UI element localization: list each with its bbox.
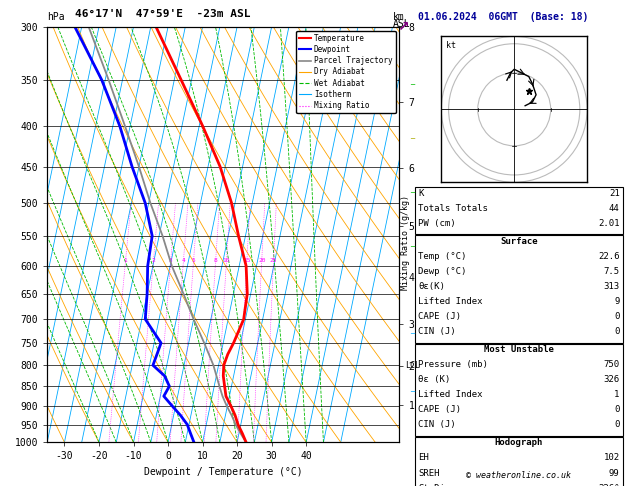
Text: 0: 0 [614, 405, 620, 415]
Text: CIN (J): CIN (J) [418, 420, 456, 430]
Text: 102: 102 [603, 453, 620, 463]
Text: CAPE (J): CAPE (J) [418, 405, 461, 415]
Text: Temp (°C): Temp (°C) [418, 252, 467, 261]
Text: 46°17'N  47°59'E  -23m ASL: 46°17'N 47°59'E -23m ASL [75, 9, 251, 19]
Text: 0: 0 [614, 312, 620, 321]
Text: SREH: SREH [418, 469, 440, 478]
Text: ASL: ASL [393, 19, 411, 29]
Text: © weatheronline.co.uk: © weatheronline.co.uk [467, 471, 571, 480]
Text: 3: 3 [169, 258, 173, 262]
Text: 8: 8 [214, 258, 218, 262]
Text: ─: ─ [410, 136, 415, 142]
X-axis label: Dewpoint / Temperature (°C): Dewpoint / Temperature (°C) [144, 467, 303, 477]
Text: CAPE (J): CAPE (J) [418, 312, 461, 321]
Text: ↗: ↗ [397, 20, 408, 34]
Text: Surface: Surface [500, 237, 538, 246]
Text: 7.5: 7.5 [603, 267, 620, 276]
Text: 2.01: 2.01 [598, 219, 620, 228]
Text: 99: 99 [609, 469, 620, 478]
Text: 15: 15 [243, 258, 250, 262]
Text: Hodograph: Hodograph [495, 438, 543, 448]
Text: K: K [418, 189, 424, 198]
Text: 9: 9 [614, 297, 620, 306]
Text: km: km [393, 12, 405, 22]
Text: 5: 5 [192, 258, 196, 262]
Text: 313: 313 [603, 282, 620, 291]
Text: ─: ─ [410, 389, 415, 396]
Legend: Temperature, Dewpoint, Parcel Trajectory, Dry Adiabat, Wet Adiabat, Isotherm, Mi: Temperature, Dewpoint, Parcel Trajectory… [296, 31, 396, 113]
Text: θε (K): θε (K) [418, 375, 450, 384]
Text: PW (cm): PW (cm) [418, 219, 456, 228]
Text: 1: 1 [124, 258, 128, 262]
Text: Mixing Ratio (g/kg): Mixing Ratio (g/kg) [401, 195, 410, 291]
Text: 226°: 226° [598, 484, 620, 486]
Text: 1: 1 [614, 390, 620, 399]
Text: StmDir: StmDir [418, 484, 450, 486]
Text: θε(K): θε(K) [418, 282, 445, 291]
Text: Dewp (°C): Dewp (°C) [418, 267, 467, 276]
Text: ─: ─ [410, 82, 415, 88]
Text: 20: 20 [258, 258, 265, 262]
Text: 750: 750 [603, 360, 620, 369]
Text: 10: 10 [223, 258, 230, 262]
Text: ─: ─ [410, 190, 415, 196]
Text: 01.06.2024  06GMT  (Base: 18): 01.06.2024 06GMT (Base: 18) [418, 12, 589, 22]
Text: Lifted Index: Lifted Index [418, 390, 483, 399]
Text: Pressure (mb): Pressure (mb) [418, 360, 488, 369]
Text: ─: ─ [410, 331, 415, 337]
Text: kt: kt [446, 41, 455, 50]
Text: 2: 2 [152, 258, 155, 262]
Text: 4: 4 [182, 258, 186, 262]
Text: 0: 0 [614, 327, 620, 336]
Text: ─: ─ [410, 244, 415, 250]
Text: EH: EH [418, 453, 429, 463]
Text: hPa: hPa [47, 12, 65, 22]
Text: 25: 25 [270, 258, 277, 262]
Text: 44: 44 [609, 204, 620, 213]
Text: LCL: LCL [404, 361, 420, 370]
Text: CIN (J): CIN (J) [418, 327, 456, 336]
Text: 0: 0 [614, 420, 620, 430]
Text: Lifted Index: Lifted Index [418, 297, 483, 306]
Text: 21: 21 [609, 189, 620, 198]
Text: 22.6: 22.6 [598, 252, 620, 261]
Text: 326: 326 [603, 375, 620, 384]
Text: Totals Totals: Totals Totals [418, 204, 488, 213]
Text: Most Unstable: Most Unstable [484, 345, 554, 354]
